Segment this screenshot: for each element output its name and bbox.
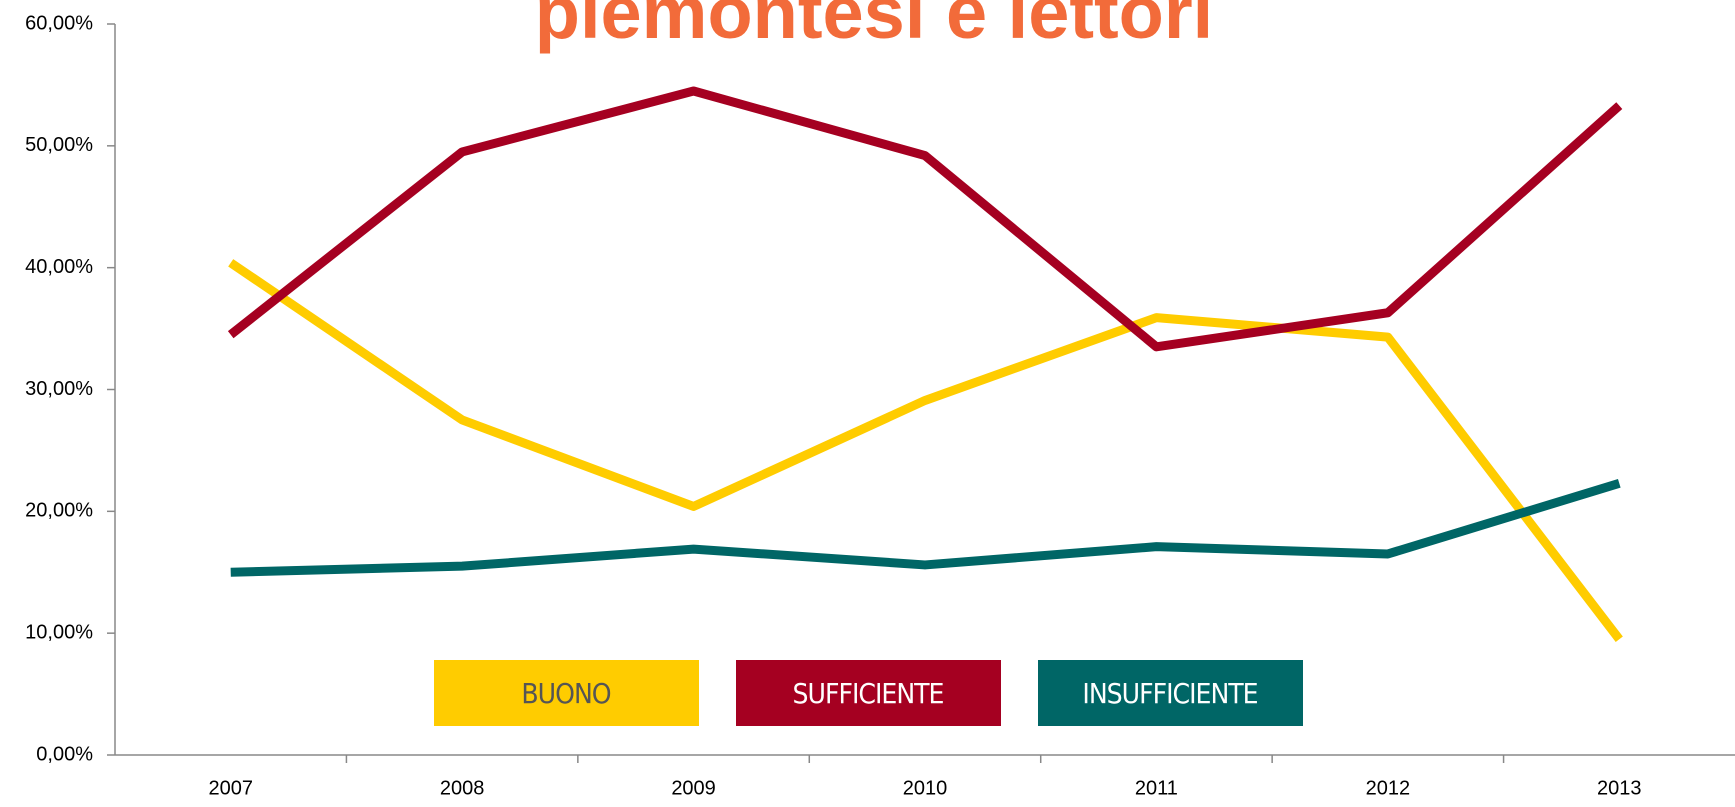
y-tick-label: 10,00% bbox=[25, 621, 93, 643]
x-tick-label: 2013 bbox=[1597, 777, 1642, 799]
series-line bbox=[230, 479, 1621, 577]
y-tick-label: 40,00% bbox=[25, 256, 93, 278]
y-tick-label: 50,00% bbox=[25, 134, 93, 156]
series-line bbox=[227, 86, 1623, 352]
legend-swatch bbox=[434, 660, 699, 726]
x-tick-label: 2007 bbox=[208, 777, 253, 799]
y-tick-label: 60,00% bbox=[25, 12, 93, 34]
y-tick-label: 20,00% bbox=[25, 500, 93, 522]
y-tick-label: 30,00% bbox=[25, 378, 93, 400]
x-tick-label: 2008 bbox=[440, 777, 485, 799]
y-tick-label: 0,00% bbox=[36, 743, 93, 765]
legend-label: SUFFICIENTE bbox=[793, 677, 944, 710]
series-line bbox=[228, 259, 1623, 642]
legend-label: BUONO bbox=[521, 677, 610, 710]
chart-title: piemontesi e lettori bbox=[535, 0, 1213, 54]
x-tick-label: 2010 bbox=[903, 777, 948, 799]
legend-swatch bbox=[1038, 660, 1303, 726]
x-tick-label: 2012 bbox=[1366, 777, 1411, 799]
legend-swatch bbox=[736, 660, 1001, 726]
x-tick-label: 2011 bbox=[1135, 777, 1178, 799]
legend-label: INSUFFICIENTE bbox=[1082, 677, 1257, 710]
x-tick-label: 2009 bbox=[671, 777, 716, 799]
